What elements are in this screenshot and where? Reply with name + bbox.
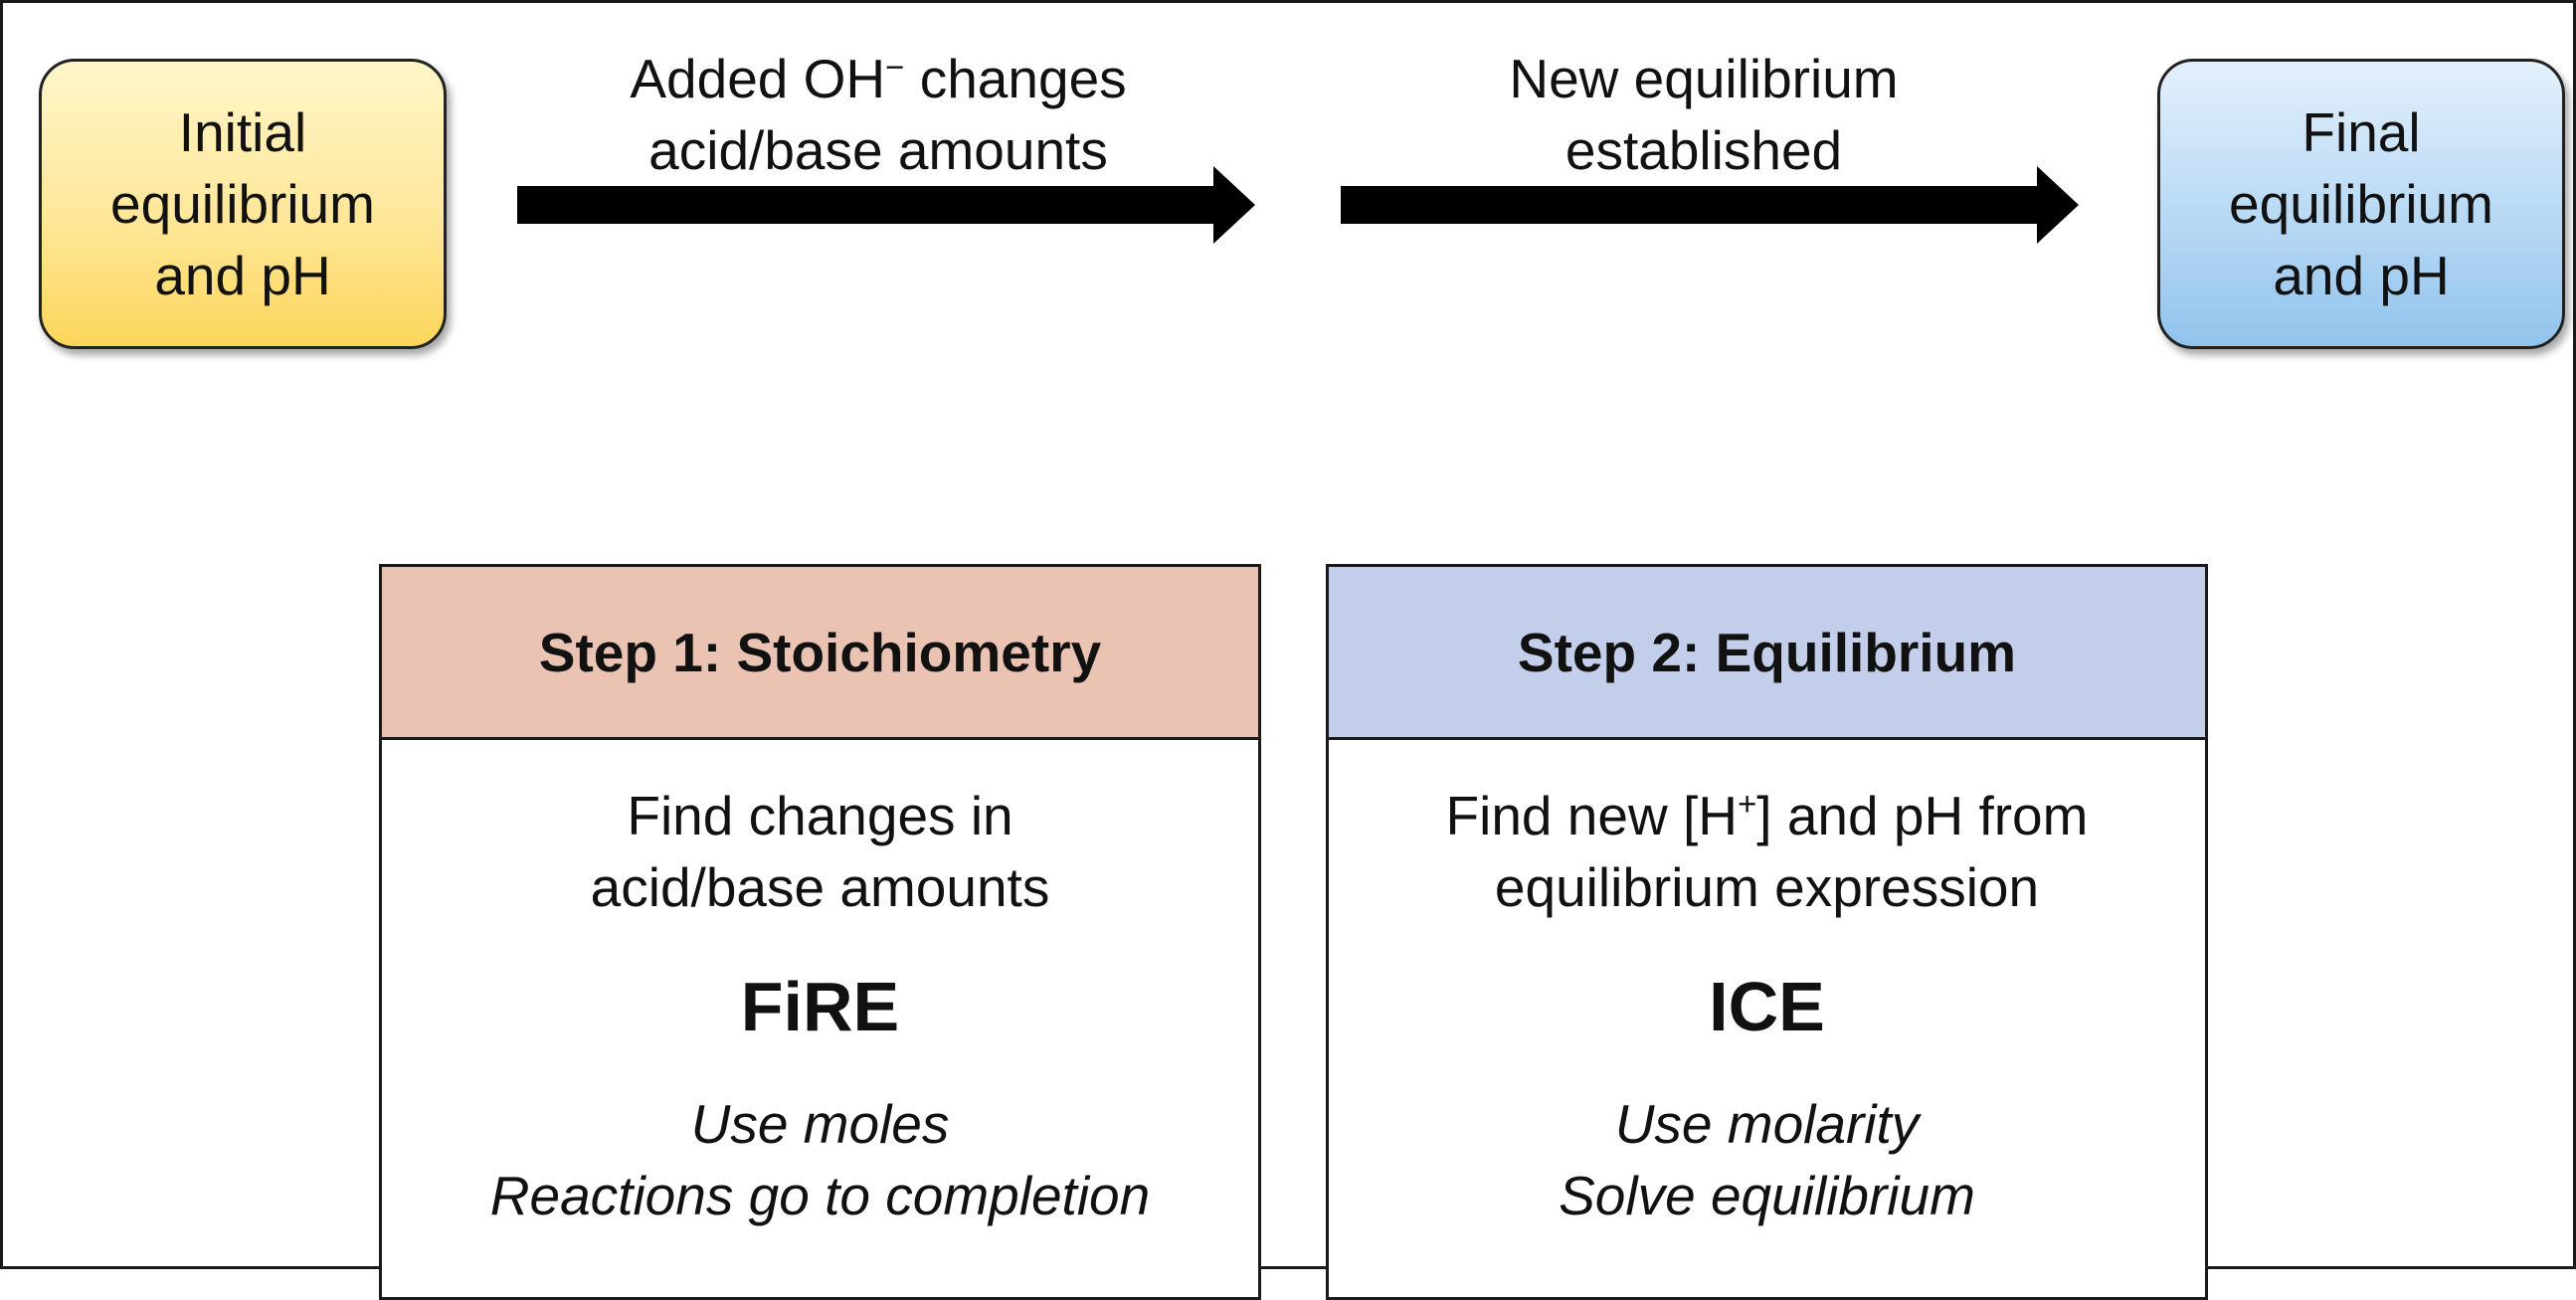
step-2-desc-line-2: equilibrium expression: [1494, 856, 2040, 918]
initial-state-line-1: Initial: [178, 101, 307, 163]
arrow-1-label: Added OH− changes acid/base amounts: [560, 43, 1196, 186]
arrow-1-label-line-2: acid/base amounts: [648, 119, 1108, 181]
step-1-method: FiRE: [740, 968, 900, 1045]
step-2-description: Find new [H+] and pH from equilibrium ex…: [1329, 780, 2205, 923]
step-2-desc-post: ] and pH from: [1756, 785, 2089, 846]
step-1-notes: Use moles Reactions go to completion: [382, 1088, 1258, 1231]
step-1-desc-line-2: acid/base amounts: [590, 856, 1050, 918]
step-1-desc-line-1: Find changes in: [627, 785, 1013, 846]
step-1-note-line-2: Reactions go to completion: [489, 1165, 1151, 1226]
step-2-desc-pre: Find new [H: [1445, 785, 1738, 846]
step-2-note-line-2: Solve equilibrium: [1559, 1165, 1975, 1226]
step-1-body: Find changes in acid/base amounts FiRE U…: [382, 780, 1258, 1231]
step-2-header: Step 2: Equilibrium: [1329, 567, 2205, 740]
step-2-notes: Use molarity Solve equilibrium: [1329, 1088, 2205, 1231]
step-2-note-line-1: Use molarity: [1614, 1093, 1920, 1155]
arrow-2-label: New equilibrium established: [1385, 43, 2022, 186]
step-2-desc-sup: +: [1737, 785, 1757, 823]
final-state-line-2: equilibrium: [2229, 173, 2493, 235]
step-2-body: Find new [H+] and pH from equilibrium ex…: [1329, 780, 2205, 1231]
arrow-1-label-sup: −: [885, 48, 905, 86]
step-2-desc-line-1: Find new [H+] and pH from: [1329, 780, 2205, 851]
step-1-description: Find changes in acid/base amounts: [382, 780, 1258, 923]
step-2-method: ICE: [1709, 968, 1825, 1045]
initial-state-line-3: and pH: [154, 245, 331, 306]
arrow-1-label-post: changes: [904, 48, 1127, 109]
arrow-2-label-line-2: established: [1564, 119, 1843, 181]
arrow-1-label-pre: Added OH: [630, 48, 886, 109]
step-1-header: Step 1: Stoichiometry: [382, 567, 1258, 740]
final-state-line-1: Final: [2301, 101, 2421, 163]
step-1-note-line-1: Use moles: [690, 1093, 950, 1155]
final-state-line-3: and pH: [2273, 245, 2450, 306]
arrow-1-label-line-1: Added OH− changes: [560, 43, 1196, 114]
initial-state-line-2: equilibrium: [110, 173, 375, 235]
arrow-2-label-line-1: New equilibrium: [1509, 48, 1899, 109]
final-state-box: Final equilibrium and pH: [2157, 59, 2565, 349]
step-2-panel: Step 2: Equilibrium Find new [H+] and pH…: [1326, 564, 2208, 1300]
initial-state-box: Initial equilibrium and pH: [39, 59, 447, 349]
arrow-1-right-arrow-icon: [517, 166, 1255, 244]
arrow-2-right-arrow-icon: [1341, 166, 2079, 244]
step-1-panel: Step 1: Stoichiometry Find changes in ac…: [379, 564, 1261, 1300]
